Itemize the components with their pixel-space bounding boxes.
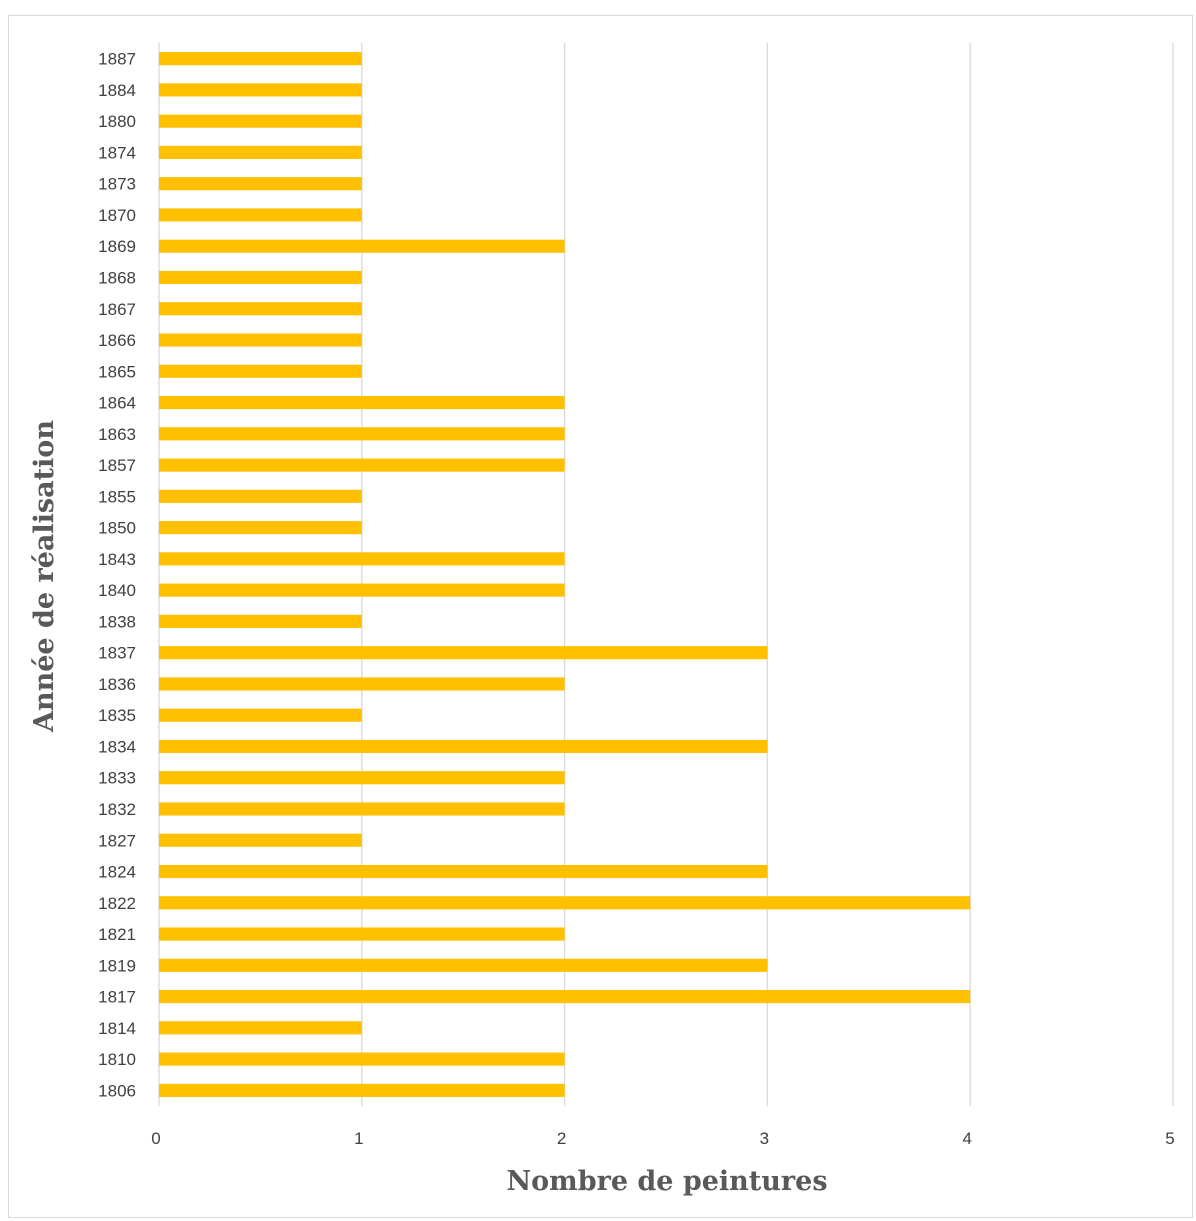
- bar-1810: [159, 1052, 565, 1066]
- gridlines: [158, 43, 1174, 1106]
- x-tick-labels: 0 1 2 3 4 5: [151, 1129, 1174, 1148]
- x-tick-label: 2: [557, 1129, 566, 1148]
- bar-1869: [159, 239, 565, 253]
- category-label: 1827: [98, 831, 136, 850]
- bar-1838: [159, 614, 362, 628]
- category-label: 1824: [98, 863, 136, 882]
- category-label: 1838: [98, 612, 136, 631]
- category-labels: 1806 1810 1814 1817 1819 1821 1822 1824 1827 1832…: [98, 50, 136, 1101]
- bar-1850: [159, 521, 362, 535]
- bar-1840: [159, 583, 565, 597]
- x-axis-title: Nombre de peintures: [506, 1166, 827, 1197]
- bar-1887: [159, 52, 362, 66]
- category-label: 1869: [98, 237, 136, 256]
- bar-1884: [159, 83, 362, 97]
- bar-1863: [159, 427, 565, 441]
- category-label: 1873: [98, 175, 136, 194]
- category-label: 1836: [98, 675, 136, 694]
- category-label: 1884: [98, 81, 136, 100]
- bar-1868: [159, 270, 362, 285]
- x-tick-label: 5: [1165, 1129, 1174, 1148]
- bar-1873: [159, 177, 362, 191]
- category-label: 1821: [98, 925, 136, 944]
- bar-1817: [159, 990, 971, 1004]
- category-label: 1817: [98, 988, 136, 1007]
- bar-1865: [159, 364, 362, 378]
- bar-1843: [159, 552, 565, 566]
- bar-1834: [159, 739, 768, 754]
- bar-1819: [159, 958, 768, 972]
- bar-1821: [159, 927, 565, 941]
- bar-1824: [159, 864, 768, 879]
- bar-1855: [159, 489, 362, 503]
- bar-1866: [159, 333, 362, 347]
- bar-1857: [159, 458, 565, 472]
- bar-1822: [159, 896, 971, 910]
- category-label: 1834: [98, 737, 136, 756]
- category-label: 1819: [98, 956, 136, 975]
- category-label: 1832: [98, 800, 136, 819]
- bar-1835: [159, 708, 362, 722]
- category-label: 1806: [98, 1081, 136, 1100]
- x-tick-label: 3: [760, 1129, 769, 1148]
- bar-1867: [159, 302, 362, 316]
- category-label: 1822: [98, 894, 136, 913]
- category-label: 1855: [98, 487, 136, 506]
- x-tick-label: 1: [354, 1129, 363, 1148]
- bar-1870: [159, 208, 362, 222]
- category-label: 1843: [98, 550, 136, 569]
- bar-1837: [159, 646, 768, 660]
- category-label: 1887: [98, 50, 136, 69]
- category-label: 1865: [98, 362, 136, 381]
- category-label: 1840: [98, 581, 136, 600]
- x-tick-label: 0: [151, 1129, 160, 1148]
- bar-1864: [159, 395, 565, 410]
- bar-1827: [159, 833, 362, 847]
- category-label: 1837: [98, 644, 136, 663]
- category-label: 1868: [98, 268, 136, 287]
- category-label: 1814: [98, 1019, 136, 1038]
- bar-1836: [159, 677, 565, 691]
- y-axis-title: Année de réalisation: [29, 420, 60, 733]
- category-label: 1880: [98, 112, 136, 131]
- category-label: 1835: [98, 706, 136, 725]
- bar-1880: [159, 114, 362, 128]
- category-label: 1850: [98, 519, 136, 538]
- bar-1806: [159, 1083, 565, 1097]
- category-label: 1810: [98, 1050, 136, 1069]
- category-label: 1863: [98, 425, 136, 444]
- bar-1874: [159, 145, 362, 159]
- bar-1833: [159, 771, 565, 785]
- category-label: 1857: [98, 456, 136, 475]
- bar-1832: [159, 802, 565, 816]
- x-tick-label: 4: [962, 1129, 971, 1148]
- bar-1814: [159, 1021, 362, 1035]
- bars: [159, 52, 971, 1097]
- category-label: 1870: [98, 206, 136, 225]
- category-label: 1874: [98, 143, 136, 162]
- category-label: 1864: [98, 394, 136, 413]
- category-label: 1867: [98, 300, 136, 319]
- category-label: 1833: [98, 769, 136, 788]
- category-label: 1866: [98, 331, 136, 350]
